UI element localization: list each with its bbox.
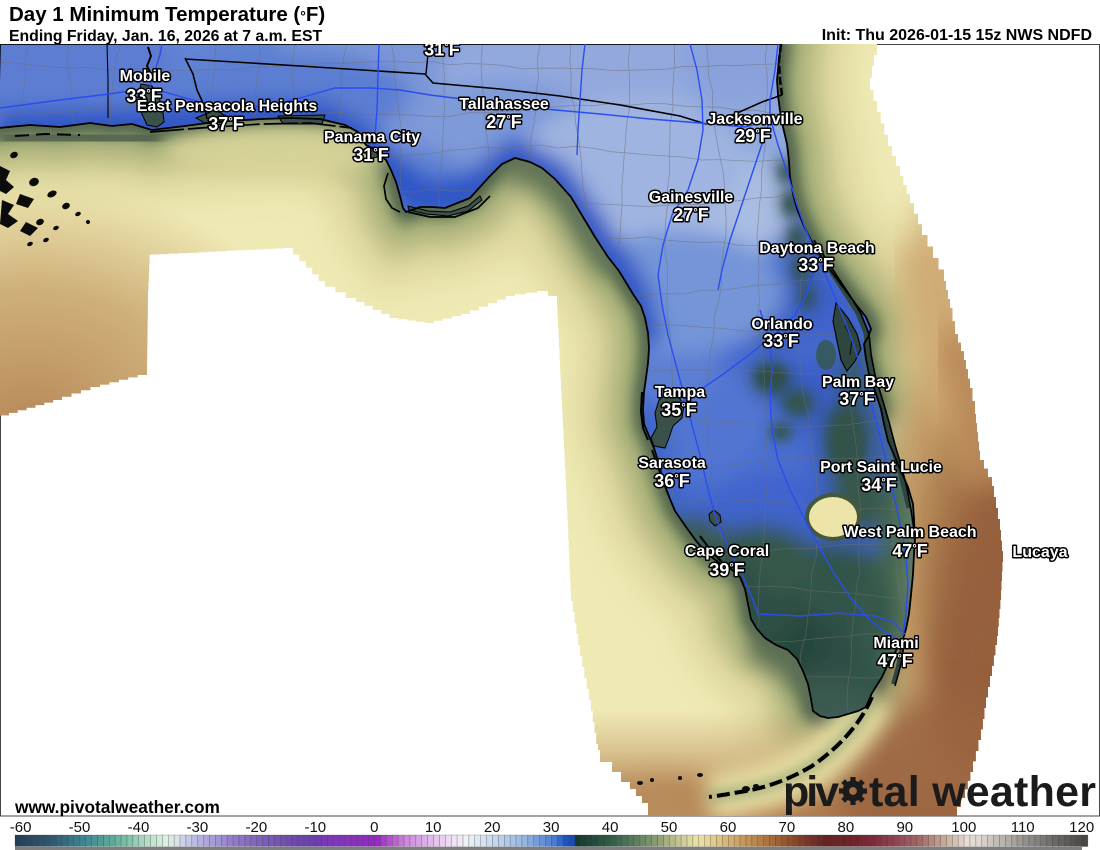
svg-text:Ending Friday, Jan. 16, 2026 a: Ending Friday, Jan. 16, 2026 at 7 a.m. E… bbox=[9, 28, 322, 45]
svg-text:40: 40 bbox=[602, 819, 619, 836]
svg-text:47°F: 47°F bbox=[892, 541, 927, 561]
svg-text:Jacksonville: Jacksonville bbox=[707, 111, 802, 128]
svg-text:Daytona Beach: Daytona Beach bbox=[759, 240, 875, 257]
svg-text:-30: -30 bbox=[187, 819, 209, 836]
svg-text:East Pensacola Heights: East Pensacola Heights bbox=[137, 98, 318, 115]
svg-text:33°F: 33°F bbox=[126, 86, 161, 106]
svg-text:120: 120 bbox=[1069, 819, 1094, 836]
svg-text:piv: piv bbox=[783, 768, 839, 816]
svg-text:90: 90 bbox=[896, 819, 913, 836]
svg-text:20: 20 bbox=[484, 819, 501, 836]
svg-text:Panama City: Panama City bbox=[324, 129, 420, 146]
svg-text:31°F: 31°F bbox=[353, 145, 388, 165]
svg-text:Cape Coral: Cape Coral bbox=[685, 543, 769, 560]
svg-text:-50: -50 bbox=[69, 819, 91, 836]
svg-text:Port Saint Lucie: Port Saint Lucie bbox=[820, 459, 942, 476]
svg-text:47°F: 47°F bbox=[877, 651, 912, 671]
svg-text:Sarasota: Sarasota bbox=[638, 455, 706, 472]
svg-text:Mobile: Mobile bbox=[120, 68, 171, 85]
svg-text:Gainesville: Gainesville bbox=[649, 189, 734, 206]
svg-text:60: 60 bbox=[720, 819, 737, 836]
svg-text:30: 30 bbox=[543, 819, 560, 836]
svg-text:27°F: 27°F bbox=[673, 205, 708, 225]
svg-text:50: 50 bbox=[661, 819, 678, 836]
svg-text:29°F: 29°F bbox=[735, 126, 770, 146]
svg-text:0: 0 bbox=[370, 819, 378, 836]
svg-text:100: 100 bbox=[951, 819, 976, 836]
svg-text:Tampa: Tampa bbox=[655, 384, 705, 401]
svg-text:35°F: 35°F bbox=[661, 400, 696, 420]
svg-text:Lucaya: Lucaya bbox=[1012, 544, 1067, 561]
svg-text:33°F: 33°F bbox=[763, 331, 798, 351]
svg-text:33°F: 33°F bbox=[798, 255, 833, 275]
svg-text:110: 110 bbox=[1011, 819, 1035, 836]
svg-text:37°F: 37°F bbox=[208, 114, 243, 134]
svg-text:10: 10 bbox=[425, 819, 442, 836]
svg-text:-20: -20 bbox=[246, 819, 268, 836]
svg-text:Orlando: Orlando bbox=[751, 316, 813, 333]
svg-text:-40: -40 bbox=[128, 819, 150, 836]
svg-text:36°F: 36°F bbox=[654, 471, 689, 491]
svg-text:-10: -10 bbox=[304, 819, 326, 836]
svg-text:Day 1 Minimum Temperature (°F): Day 1 Minimum Temperature (°F) bbox=[9, 3, 325, 26]
svg-text:31°F: 31°F bbox=[424, 40, 459, 60]
svg-text:37°F: 37°F bbox=[839, 389, 874, 409]
svg-text:www.pivotalweather.com: www.pivotalweather.com bbox=[14, 797, 220, 817]
svg-text:Init: Thu 2026-01-15 15z NWS N: Init: Thu 2026-01-15 15z NWS NDFD bbox=[822, 27, 1092, 44]
svg-text:34°F: 34°F bbox=[861, 475, 896, 495]
svg-text:-60: -60 bbox=[10, 819, 32, 836]
svg-text:70: 70 bbox=[779, 819, 796, 836]
svg-text:Palm Bay: Palm Bay bbox=[822, 374, 894, 391]
svg-text:tal weather: tal weather bbox=[869, 768, 1096, 816]
svg-text:27°F: 27°F bbox=[486, 112, 521, 132]
svg-text:West Palm Beach: West Palm Beach bbox=[843, 524, 976, 541]
svg-text:Miami: Miami bbox=[873, 635, 918, 652]
svg-text:80: 80 bbox=[838, 819, 855, 836]
svg-text:Tallahassee: Tallahassee bbox=[459, 96, 549, 113]
svg-text:39°F: 39°F bbox=[709, 560, 744, 580]
